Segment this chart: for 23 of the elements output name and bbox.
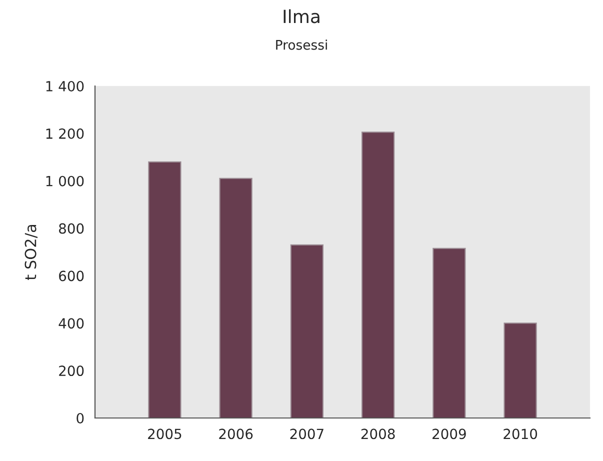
bar bbox=[290, 244, 324, 418]
y-tick-label: 1 200 bbox=[46, 128, 84, 139]
x-tick-label: 2009 bbox=[432, 428, 466, 440]
x-tick-label: 2008 bbox=[361, 428, 395, 440]
bar bbox=[219, 178, 252, 418]
chart-subtitle: Prosessi bbox=[276, 40, 327, 50]
x-tick-label: 2005 bbox=[148, 428, 182, 440]
x-tick-label: 2010 bbox=[504, 428, 538, 440]
bar bbox=[148, 161, 182, 418]
y-tick-label: 200 bbox=[59, 366, 84, 376]
chart-title: Ilma bbox=[284, 9, 320, 24]
x-tick-label: 2006 bbox=[219, 428, 253, 440]
x-tick-label: 2007 bbox=[290, 428, 324, 440]
y-tick-label: 400 bbox=[58, 318, 84, 329]
y-tick-label: 800 bbox=[59, 223, 84, 234]
bar bbox=[432, 248, 466, 418]
bar bbox=[362, 132, 395, 418]
y-tick-label: 1 400 bbox=[46, 80, 84, 92]
y-tick-label: 0 bbox=[76, 412, 84, 424]
y-axis-title: t SO2/a bbox=[24, 224, 38, 280]
y-tick-label: 1 000 bbox=[46, 176, 84, 186]
y-tick-label: 600 bbox=[59, 270, 84, 282]
bar bbox=[504, 322, 537, 418]
